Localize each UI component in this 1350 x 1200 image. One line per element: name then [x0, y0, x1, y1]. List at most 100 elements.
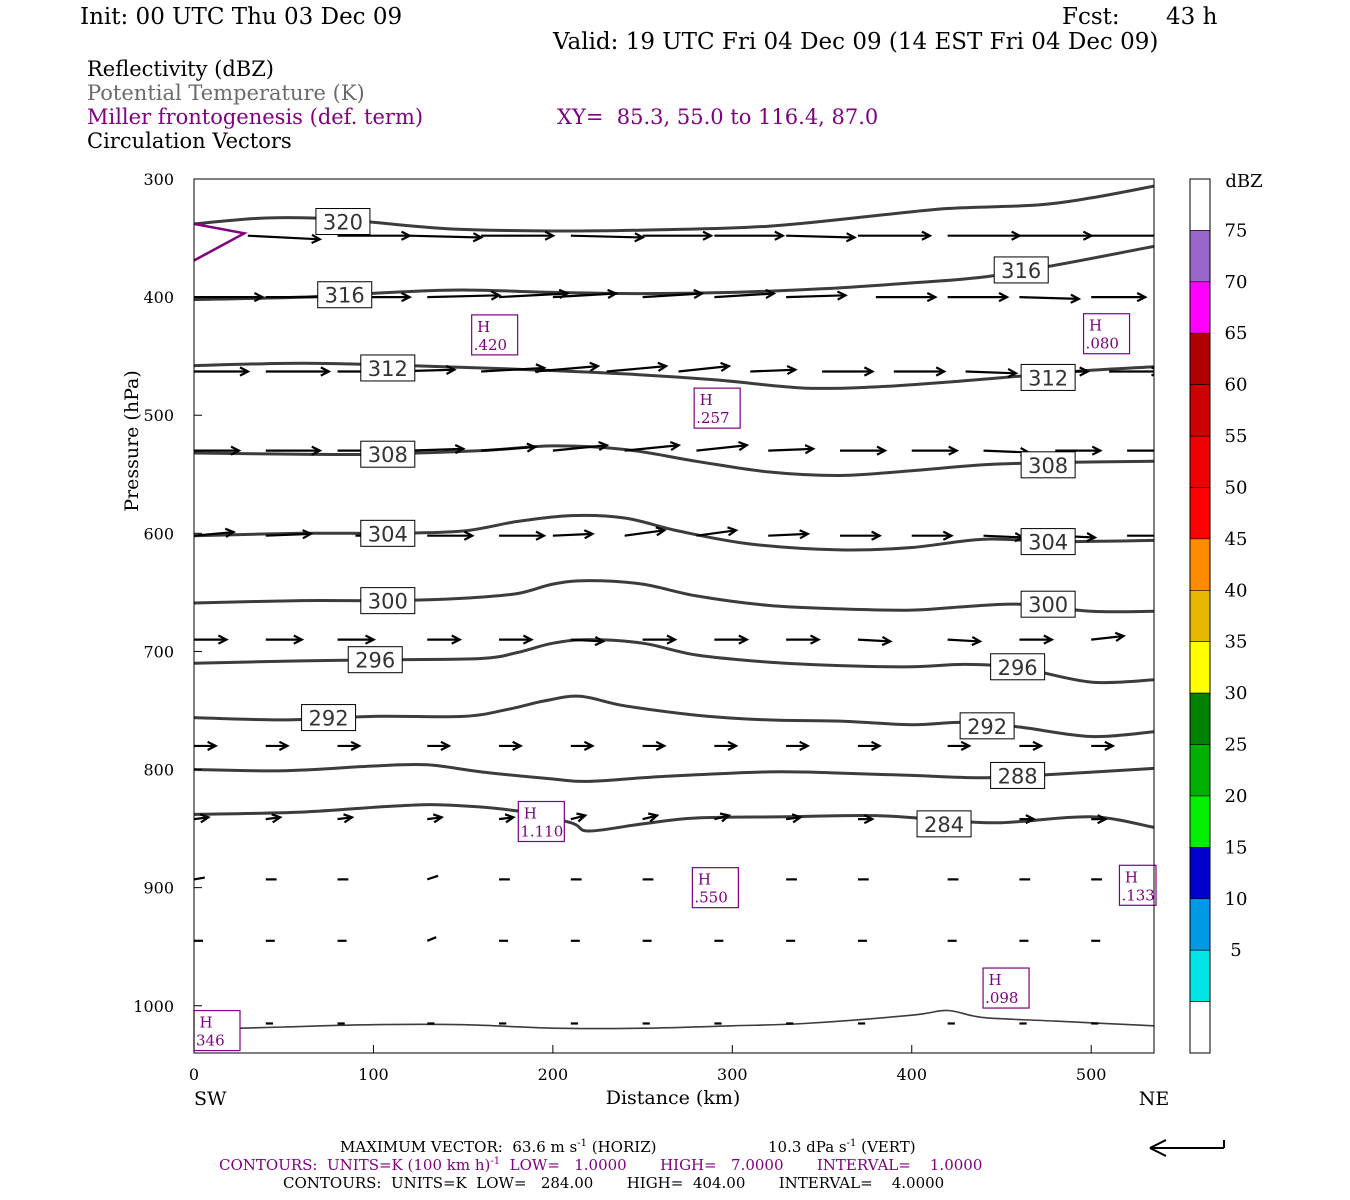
vector-arrowhead: [921, 230, 933, 241]
circulation-vector: [678, 365, 730, 373]
frontogenesis-max-value: .257: [696, 409, 729, 427]
valid-time: Valid: 19 UTC Fri 04 Dec 09 (14 EST Fri …: [553, 29, 1159, 55]
vector-arrowhead: [302, 529, 314, 540]
x-tick-label: 200: [538, 1065, 569, 1084]
theta-contour-300: [194, 579, 1154, 614]
circulation-vector: [714, 292, 774, 299]
theta-label: 308: [1028, 454, 1068, 478]
colorbar-frame: [1189, 178, 1211, 1054]
colorbar-label: 5: [1230, 940, 1241, 961]
theta-contour-316: [194, 244, 1154, 301]
vector-arrowhead: [655, 526, 667, 537]
theta-label-box: [1020, 451, 1076, 479]
vector-arrowhead: [293, 634, 305, 645]
circulation-vector: [247, 234, 320, 241]
theta-contour-284: [194, 803, 1154, 833]
vector-arrowhead: [526, 442, 538, 453]
colorbar-bin: [1189, 230, 1211, 283]
vector-arrowhead: [1159, 532, 1167, 540]
circulation-vector: [409, 447, 464, 452]
circulation-vector: [552, 292, 616, 299]
circulation-vector: [750, 368, 796, 373]
vector-arrowhead: [576, 812, 588, 823]
vector-arrowhead: [935, 366, 947, 377]
vector-arrowhead: [1104, 740, 1116, 751]
vector-arrowhead: [490, 290, 502, 301]
frontogenesis-max-label: H: [1089, 317, 1102, 335]
field-frontogenesis: Miller frontogenesis (def. term): [87, 105, 424, 129]
frontogenesis-max-box: [691, 867, 739, 909]
theta-label-box: [315, 208, 371, 236]
vector-arrowhead: [217, 634, 229, 645]
theta-label: 300: [368, 590, 408, 614]
theta-label-box: [990, 653, 1046, 681]
vector-arrowhead: [738, 440, 750, 452]
circulation-vector: [1091, 634, 1124, 641]
vector-arrowhead: [647, 812, 660, 823]
y-tick-label: 700: [143, 642, 174, 661]
theta-label: 292: [309, 707, 349, 731]
colorbar-bin: [1189, 847, 1211, 900]
colorbar-label: 40: [1225, 580, 1248, 601]
axes: 0 100 200 300 400 500 300 400 500 600 700 800 900 100…: [133, 170, 1106, 1084]
vector-arrowhead: [365, 634, 377, 645]
vector-arrowhead: [809, 634, 821, 645]
vector-arrowhead: [451, 634, 463, 645]
theta-contour-288: [194, 762, 1154, 783]
frontogenesis-contour: [193, 222, 248, 262]
circulation-vector: [427, 294, 500, 299]
theta-label: 312: [1028, 366, 1068, 390]
vector-arrowhead: [535, 530, 547, 541]
circulation-vector: [786, 234, 855, 239]
vector-arrowhead: [350, 740, 362, 751]
vector-arrowhead: [998, 292, 1010, 303]
colorbar-bin: [1189, 332, 1211, 385]
theta-contour-labels: 320 316 316 312 312 308 308 304 304 300 300 296 296 2…: [301, 208, 1076, 838]
vector-arrowhead: [311, 233, 323, 245]
footer-max-vertical: 10.3 dPa s-1 (VERT): [768, 1138, 916, 1156]
frontogenesis-max-box: [982, 967, 1030, 1009]
vector-arrowhead: [774, 230, 786, 241]
colorbar-label: 30: [1225, 683, 1248, 704]
footer-contours-frontogenesis: CONTOURS: UNITS=K (100 km h)-1 LOW= 1.00…: [219, 1156, 983, 1174]
vector-arrowhead: [971, 635, 983, 647]
theta-label: 312: [368, 357, 408, 381]
theta-label-box: [360, 519, 416, 547]
colorbar-label: 70: [1225, 272, 1248, 293]
theta-label-box: [959, 712, 1015, 740]
frontogenesis-max-label: H: [1125, 868, 1138, 886]
x-end-label-ne: NE: [1139, 1088, 1170, 1110]
colorbar-label: 60: [1225, 375, 1248, 396]
theta-label: 308: [368, 443, 408, 467]
theta-label-box: [1020, 590, 1076, 618]
circulation-vector: [194, 876, 205, 881]
circulation-vector: [768, 447, 814, 452]
theta-label: 320: [323, 211, 363, 235]
frontogenesis-max-value: .133: [1121, 886, 1154, 904]
y-tick-label: 500: [143, 406, 174, 425]
colorbar-bin: [1189, 795, 1211, 848]
frontogenesis-max-box: [1082, 313, 1131, 355]
vector-arrowhead: [253, 292, 265, 303]
x-tick-label: 500: [1076, 1065, 1107, 1084]
vector-arrowhead: [432, 813, 445, 824]
vector-arrowhead: [738, 634, 750, 645]
vector-arrowhead: [401, 292, 413, 303]
theta-label-box: [1020, 528, 1076, 556]
theta-contours: [194, 184, 1154, 1031]
circulation-vector: [983, 534, 1024, 539]
frontogenesis-max-box: [1118, 864, 1157, 906]
vector-arrowhead: [1079, 366, 1091, 377]
circulation-vector: [265, 532, 311, 537]
vector-arrowhead: [1164, 447, 1172, 455]
vector-arrowhead: [454, 444, 466, 455]
vector-arrowhead: [881, 635, 893, 647]
colorbar-bin: [1189, 1001, 1211, 1054]
colorbar-bin: [1189, 641, 1211, 694]
theta-contour-280: [194, 1009, 1154, 1031]
frontogenesis-max-value: 1.110: [520, 823, 563, 841]
frontogenesis-max-box: [517, 800, 565, 843]
footer-contours-theta: CONTOURS: UNITS=K LOW= 284.00 HIGH= 404.…: [283, 1174, 945, 1192]
